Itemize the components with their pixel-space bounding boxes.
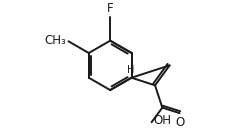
Text: F: F [107,2,114,15]
Text: OH: OH [154,114,172,127]
Text: H: H [127,65,134,75]
Text: O: O [175,116,185,129]
Text: CH₃: CH₃ [44,34,66,47]
